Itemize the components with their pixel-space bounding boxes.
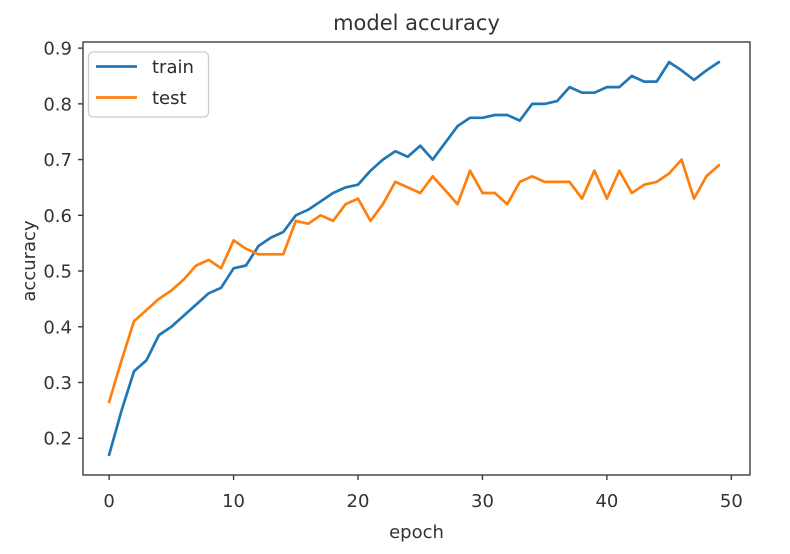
x-axis-label: epoch — [389, 522, 444, 543]
y-tick-label: 0.7 — [43, 150, 72, 171]
legend-test-label: test — [152, 88, 187, 109]
x-axis-ticks: 0 10 20 30 40 50 — [103, 475, 743, 512]
chart-title: model accuracy — [333, 11, 500, 35]
legend-box — [87, 51, 210, 118]
y-tick-label: 0.2 — [43, 429, 72, 450]
axes-spines — [82, 41, 751, 476]
x-tick-label: 50 — [720, 491, 743, 512]
test-line — [107, 158, 721, 404]
y-tick-label: 0.4 — [43, 317, 72, 338]
y-tick-label: 0.5 — [43, 262, 72, 283]
y-axis-ticks: 0.2 0.3 0.4 0.5 0.6 0.7 0.8 0.9 — [43, 39, 83, 450]
y-tick-label: 0.9 — [43, 39, 72, 60]
y-axis-label: accuracy — [19, 220, 40, 302]
series-lines — [107, 60, 721, 457]
y-tick-label: 0.3 — [43, 373, 72, 394]
legend: train test — [87, 51, 210, 118]
train-line — [107, 60, 721, 457]
x-tick-label: 40 — [595, 491, 618, 512]
x-tick-label: 20 — [347, 491, 370, 512]
x-tick-label: 10 — [222, 491, 245, 512]
legend-train-label: train — [152, 57, 194, 78]
y-tick-label: 0.6 — [43, 206, 72, 227]
x-tick-label: 30 — [471, 491, 494, 512]
y-tick-label: 0.8 — [43, 94, 72, 115]
x-tick-label: 0 — [103, 491, 114, 512]
